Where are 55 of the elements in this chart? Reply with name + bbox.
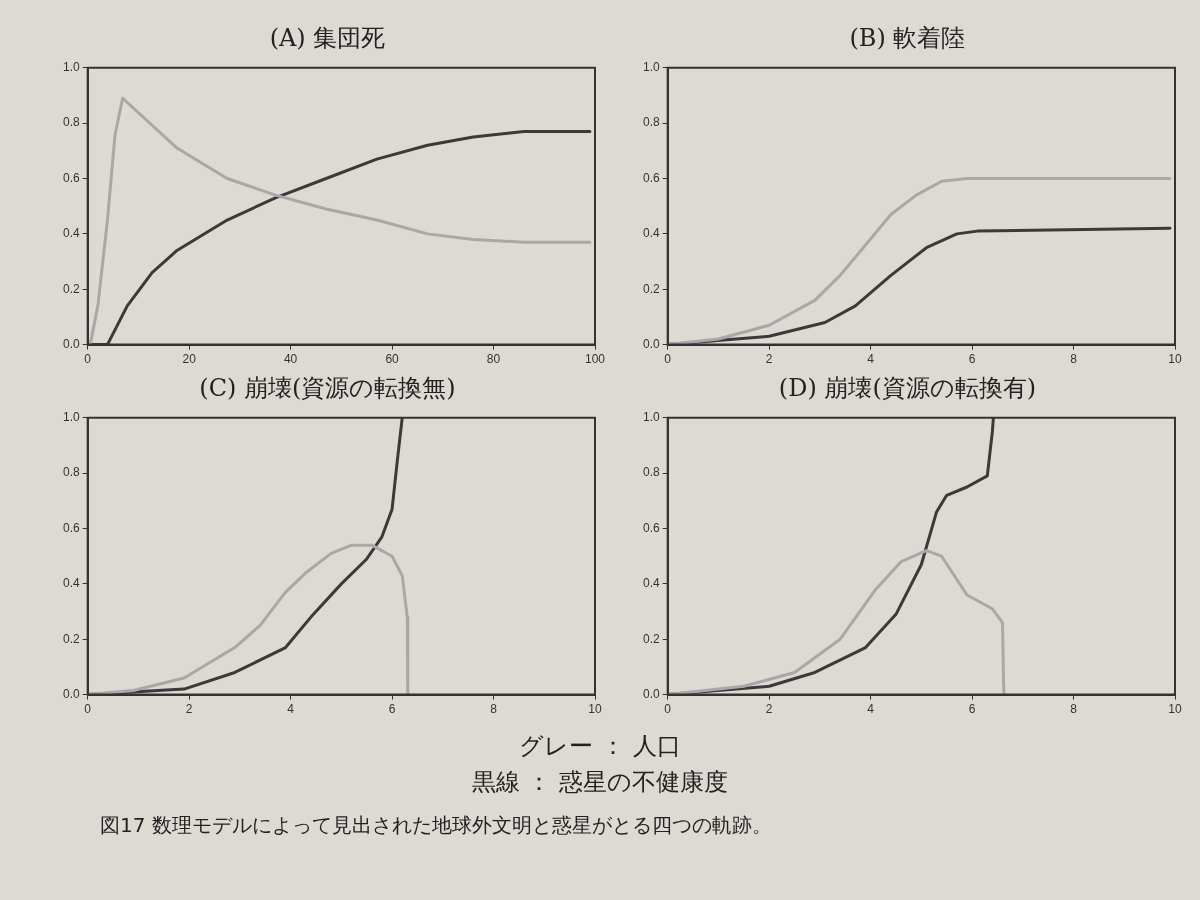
chart-title: (D) 崩壊(資源の転換有) <box>778 373 1037 402</box>
y-tick-label: 0.6 <box>642 170 660 185</box>
y-tick-label: 0.4 <box>62 576 80 591</box>
x-tick-label: 10 <box>1168 702 1182 717</box>
x-tick-label: 80 <box>486 352 501 367</box>
x-tick-label: 60 <box>385 352 400 367</box>
x-tick-label: 0 <box>84 702 92 717</box>
y-tick-label: 0.0 <box>62 686 80 701</box>
y-tick-label: 0.4 <box>62 226 80 241</box>
y-tick-label: 1.0 <box>642 60 660 75</box>
y-tick-label: 0.8 <box>642 465 660 480</box>
y-tick-label: 0.6 <box>62 170 80 185</box>
x-tick-label: 20 <box>182 352 197 367</box>
y-tick-label: 0.6 <box>642 520 660 535</box>
x-tick-label: 40 <box>283 352 298 367</box>
y-tick-label: 0.0 <box>62 336 80 351</box>
x-tick-label: 8 <box>490 702 498 717</box>
y-tick-label: 0.4 <box>642 576 660 591</box>
x-tick-label: 0 <box>664 352 672 367</box>
y-tick-label: 0.6 <box>62 520 80 535</box>
x-tick-label: 0 <box>84 352 92 367</box>
text: グレー ： 人口 <box>518 731 682 762</box>
x-tick-label: 4 <box>287 702 295 717</box>
x-tick-label: 6 <box>968 702 976 717</box>
caption: 図17 数理モデルによって見出された地球外文明と惑星がとる四つの軌跡。 <box>99 812 773 839</box>
y-tick-label: 0.0 <box>642 686 660 701</box>
x-tick-label: 2 <box>765 702 773 717</box>
y-tick-label: 0.4 <box>642 226 660 241</box>
y-tick-label: 0.8 <box>62 465 80 480</box>
x-tick-label: 6 <box>388 702 396 717</box>
y-tick-label: 0.2 <box>642 631 660 646</box>
chart-title: (A) 集団死 <box>269 23 386 52</box>
y-tick-label: 0.8 <box>62 115 80 130</box>
y-tick-label: 0.8 <box>642 115 660 130</box>
x-tick-label: 100 <box>584 352 606 367</box>
x-tick-label: 8 <box>1070 352 1078 367</box>
x-tick-label: 10 <box>1168 352 1182 367</box>
text: 黒線 ： 惑星の不健康度 <box>470 767 730 798</box>
y-tick-label: 0.2 <box>62 631 80 646</box>
y-tick-label: 1.0 <box>62 410 80 425</box>
chart-title: (C) 崩壊(資源の転換無) <box>199 373 456 402</box>
x-tick-label: 8 <box>1070 702 1078 717</box>
x-tick-label: 0 <box>664 702 672 717</box>
x-tick-label: 10 <box>588 702 602 717</box>
y-tick-label: 1.0 <box>642 410 660 425</box>
x-tick-label: 4 <box>867 352 875 367</box>
y-tick-label: 0.0 <box>642 336 660 351</box>
chart-title: (B) 軟着陸 <box>849 23 966 52</box>
y-tick-label: 0.2 <box>642 281 660 296</box>
x-tick-label: 2 <box>185 702 193 717</box>
x-tick-label: 2 <box>765 352 773 367</box>
x-tick-label: 6 <box>968 352 976 367</box>
x-tick-label: 4 <box>867 702 875 717</box>
y-tick-label: 1.0 <box>62 60 80 75</box>
y-tick-label: 0.2 <box>62 281 80 296</box>
